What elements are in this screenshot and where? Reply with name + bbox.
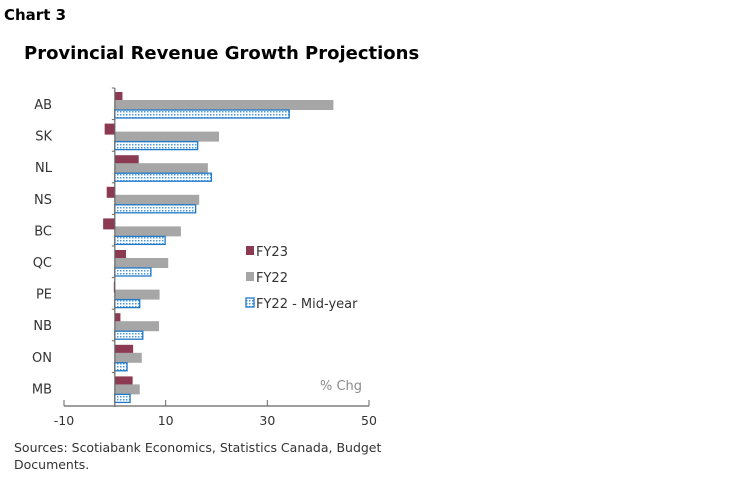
bar-fy23-nb bbox=[114, 313, 121, 325]
bar-fy22-qc bbox=[114, 258, 169, 268]
bar-fy22-mid-year-on bbox=[114, 362, 128, 372]
legend-label: FY23 bbox=[256, 245, 288, 260]
bar-fy22-on bbox=[114, 352, 142, 363]
category-label: MB bbox=[32, 382, 52, 397]
x-tick-label: 50 bbox=[361, 413, 377, 428]
bar-fy22-nb bbox=[114, 321, 160, 332]
bar-fy22-mid-year-qc bbox=[114, 267, 152, 277]
bar-fy22-mid-year-pe bbox=[114, 298, 141, 309]
bar-fy23-sk bbox=[104, 123, 115, 135]
bar-fy22-pe bbox=[114, 289, 160, 300]
legend-label: FY22 - Mid-year bbox=[256, 297, 358, 312]
bar-fy23-qc bbox=[114, 250, 127, 261]
source-line-2: Documents. bbox=[14, 457, 89, 472]
legend: FY23 FY22 FY22 - Mid-year bbox=[245, 245, 358, 312]
category-label: AB bbox=[34, 98, 52, 113]
legend-swatch bbox=[246, 272, 254, 281]
unit-label: % Chg bbox=[320, 379, 362, 394]
x-tick-label: 30 bbox=[259, 413, 275, 428]
category-label: NS bbox=[34, 193, 52, 208]
category-label: SK bbox=[35, 130, 52, 145]
bar-fy22-sk bbox=[114, 131, 220, 142]
bar-fy22-mid-year-ns bbox=[114, 204, 197, 214]
chart-label: Chart 3 bbox=[4, 6, 66, 24]
x-tick-label: 10 bbox=[158, 413, 174, 428]
axes: AB SK NL NS BC QC PE NB ON MB -10 10 30 50 bbox=[32, 87, 377, 428]
bar-fy22-bc bbox=[114, 226, 181, 237]
x-tick-label: -10 bbox=[54, 413, 74, 428]
bar-fy23-bc bbox=[103, 218, 115, 230]
category-label: NL bbox=[35, 161, 53, 176]
bar-fy22-mb bbox=[114, 384, 140, 395]
bar-fy22-mid-year-nb bbox=[114, 330, 144, 340]
bar-fy22-mid-year-bc bbox=[114, 235, 166, 246]
category-label: PE bbox=[36, 288, 52, 303]
bars bbox=[103, 92, 334, 404]
bar-fy23-ab bbox=[114, 92, 123, 103]
legend-swatch bbox=[245, 297, 255, 308]
bar-fy23-mb bbox=[114, 376, 133, 388]
legend-swatch bbox=[246, 246, 254, 255]
bar-fy23-ns bbox=[106, 186, 115, 198]
category-label: ON bbox=[32, 351, 52, 366]
bar-fy23-nl bbox=[114, 155, 139, 167]
category-label: BC bbox=[34, 224, 52, 239]
legend-label: FY22 bbox=[256, 271, 288, 286]
bar-fy22-mid-year-ab bbox=[114, 109, 290, 119]
category-label: QC bbox=[33, 256, 52, 271]
bar-fy22-ns bbox=[114, 194, 200, 205]
bar-fy22-mid-year-mb bbox=[114, 393, 131, 404]
bar-fy22-mid-year-nl bbox=[114, 172, 213, 182]
bar-fy22-mid-year-sk bbox=[114, 140, 199, 151]
category-label: NB bbox=[33, 319, 52, 334]
source-line-1: Sources: Scotiabank Economics, Statistic… bbox=[14, 440, 382, 455]
bar-fy22-nl bbox=[114, 163, 208, 174]
bar-fy23-on bbox=[114, 344, 134, 356]
bar-fy22-ab bbox=[114, 100, 334, 110]
chart-title: Provincial Revenue Growth Projections bbox=[24, 43, 419, 64]
